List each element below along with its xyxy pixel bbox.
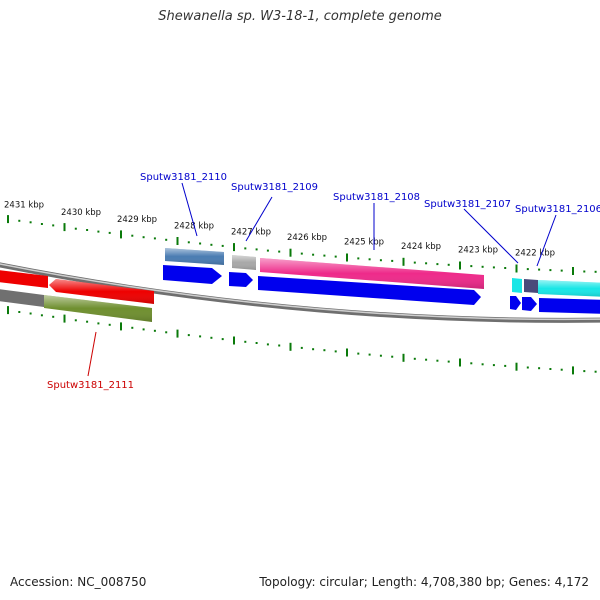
cds-2109-arrow[interactable] xyxy=(229,272,253,287)
gene-labels: Sputw3181_2110 Sputw3181_2109 Sputw3181_… xyxy=(47,172,600,391)
genome-backbone-highlight xyxy=(0,263,600,321)
scale-tick-label: 2430 kbp xyxy=(61,208,101,218)
leader-2106 xyxy=(536,214,557,267)
lower-scale-ticks xyxy=(7,306,597,375)
forward-cds-arrows xyxy=(163,265,600,314)
cds-2107-arrow[interactable] xyxy=(510,296,521,310)
upper-scale-ticks xyxy=(7,215,597,275)
gene-2107-feature[interactable] xyxy=(512,278,522,293)
gene-2106-shine xyxy=(538,280,600,297)
gene-2110-shine xyxy=(165,248,224,265)
leader-2107 xyxy=(463,208,519,264)
forward-gene-features xyxy=(165,248,600,297)
scale-tick-label: 2424 kbp xyxy=(401,242,441,252)
scale-tick-label: 2431 kbp xyxy=(4,200,44,210)
reverse-features xyxy=(0,269,154,322)
cds-2106a-arrow[interactable] xyxy=(522,297,537,311)
cds-2110-arrow[interactable] xyxy=(163,265,222,284)
cds-2106b-arrow[interactable] xyxy=(539,298,600,314)
scale-tick-label: 2429 kbp xyxy=(117,215,157,225)
gene-reverse-shine xyxy=(49,279,154,304)
gene-reverse-gray xyxy=(0,289,44,307)
gene-label-2106[interactable]: Sputw3181_2106 xyxy=(515,204,600,215)
map-title: Shewanella sp. W3-18-1, complete genome xyxy=(158,9,442,24)
gene-label-2110[interactable]: Sputw3181_2110 xyxy=(140,172,227,183)
accession-text: Accession: NC_008750 xyxy=(10,575,147,589)
label-leader-lines xyxy=(87,182,557,377)
cds-reverse-arrow-a[interactable] xyxy=(0,269,48,288)
gene-2111-shine xyxy=(44,295,152,322)
gene-label-2107[interactable]: Sputw3181_2107 xyxy=(424,199,511,210)
gene-2108-shine xyxy=(260,258,484,289)
leader-2111 xyxy=(87,331,97,377)
gene-2106-feature-a[interactable] xyxy=(524,279,538,293)
gene-label-2109[interactable]: Sputw3181_2109 xyxy=(231,182,318,193)
scale-tick-label: 2422 kbp xyxy=(515,248,555,258)
scale-tick-label: 2426 kbp xyxy=(287,233,327,243)
leader-2109 xyxy=(245,196,273,242)
cds-2108-arrow[interactable] xyxy=(258,276,481,305)
gene-label-2108[interactable]: Sputw3181_2108 xyxy=(333,192,420,203)
topology-text: Topology: circular; Length: 4,708,380 bp… xyxy=(259,575,589,589)
gene-2109-shine xyxy=(232,255,256,270)
leader-2110 xyxy=(181,182,198,237)
gene-label-2111[interactable]: Sputw3181_2111 xyxy=(47,380,134,391)
scale-tick-label: 2423 kbp xyxy=(458,245,498,255)
genome-backbone xyxy=(0,262,600,323)
scale-tick-label: 2425 kbp xyxy=(344,238,384,248)
